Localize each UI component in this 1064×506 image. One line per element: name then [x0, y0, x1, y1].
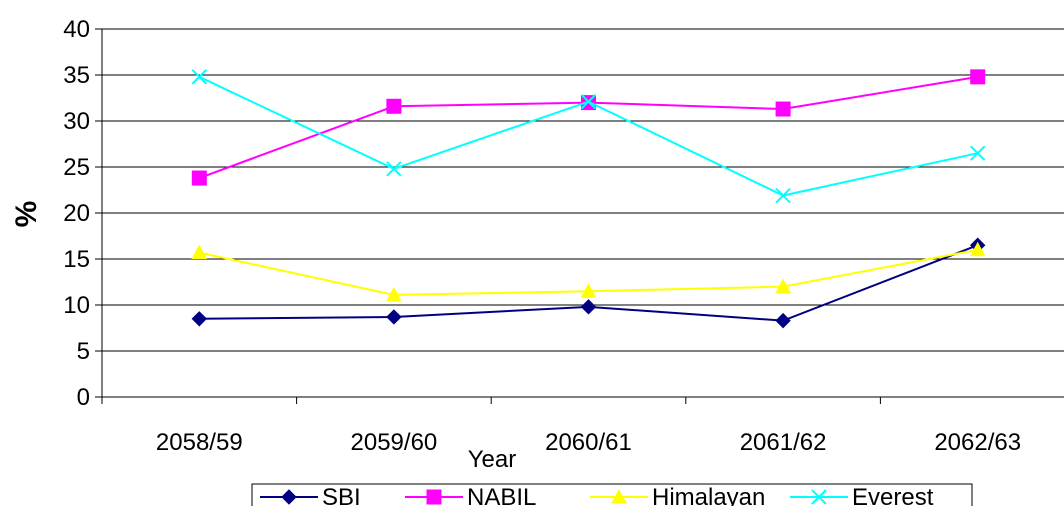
data-point: [775, 278, 791, 294]
x-tick-labels: 2058/59 2059/60 2060/61 2061/62 2062/63: [156, 429, 1021, 456]
x-tick-label: 2059/60: [351, 429, 438, 456]
data-point: [191, 311, 208, 327]
data-point: [191, 244, 208, 260]
x-tick-label: 2061/62: [740, 429, 827, 456]
legend-label: Himalayan: [652, 484, 765, 506]
legend: SBI NABIL Himalayan Everest: [251, 483, 973, 506]
y-tick-label: 5: [77, 338, 90, 365]
x-tick-label: 2058/59: [156, 429, 243, 456]
legend-label: SBI: [322, 484, 361, 506]
data-point: [611, 488, 627, 504]
data-point: [970, 69, 986, 85]
series-line: [198, 75, 978, 179]
y-tick-label: 0: [77, 384, 90, 411]
data-point: [775, 187, 791, 204]
axes: [95, 28, 1064, 404]
data-point: [281, 489, 297, 505]
legend-label: Everest: [852, 484, 934, 506]
y-tick-label: 10: [63, 292, 90, 319]
data-point: [969, 145, 986, 161]
y-axis-title: %: [10, 201, 43, 228]
y-tick-label: 40: [63, 16, 90, 43]
data-point: [191, 170, 207, 186]
data-point: [580, 299, 597, 315]
x-axis-title: Year: [468, 446, 517, 473]
data-point: [775, 312, 791, 329]
series-sbi: [191, 237, 986, 329]
data-point: [580, 93, 597, 110]
data-point: [386, 309, 402, 325]
y-tick-label: 30: [63, 108, 90, 135]
series-himalayan: [191, 241, 986, 302]
x-tick-label: 2062/63: [934, 429, 1021, 456]
data-point: [969, 241, 986, 257]
legend-label: NABIL: [467, 484, 536, 506]
y-tick-labels: 0 5 10 15 20 25 30 35 40: [63, 16, 90, 411]
legend-item-sbi: SBI: [260, 484, 361, 506]
series-nabil: [191, 69, 986, 186]
data-point: [580, 283, 597, 298]
y-tick-label: 15: [63, 246, 90, 273]
data-point: [386, 286, 402, 302]
series-everest: [191, 69, 986, 204]
data-point: [386, 98, 402, 114]
data-point: [426, 489, 442, 505]
legend-item-everest: Everest: [790, 484, 934, 506]
y-tick-label: 20: [63, 200, 90, 227]
legend-item-nabil: NABIL: [405, 484, 536, 506]
series-group: [191, 69, 986, 329]
gridlines: [102, 28, 1064, 352]
data-point: [811, 489, 827, 505]
data-point: [386, 161, 402, 177]
legend-item-himalayan: Himalayan: [590, 484, 765, 506]
y-tick-label: 25: [63, 154, 90, 181]
series-line: [198, 75, 978, 197]
x-tick-label: 2060/61: [545, 429, 632, 456]
data-point: [775, 101, 791, 117]
data-point: [191, 69, 208, 85]
y-tick-label: 35: [63, 62, 90, 89]
